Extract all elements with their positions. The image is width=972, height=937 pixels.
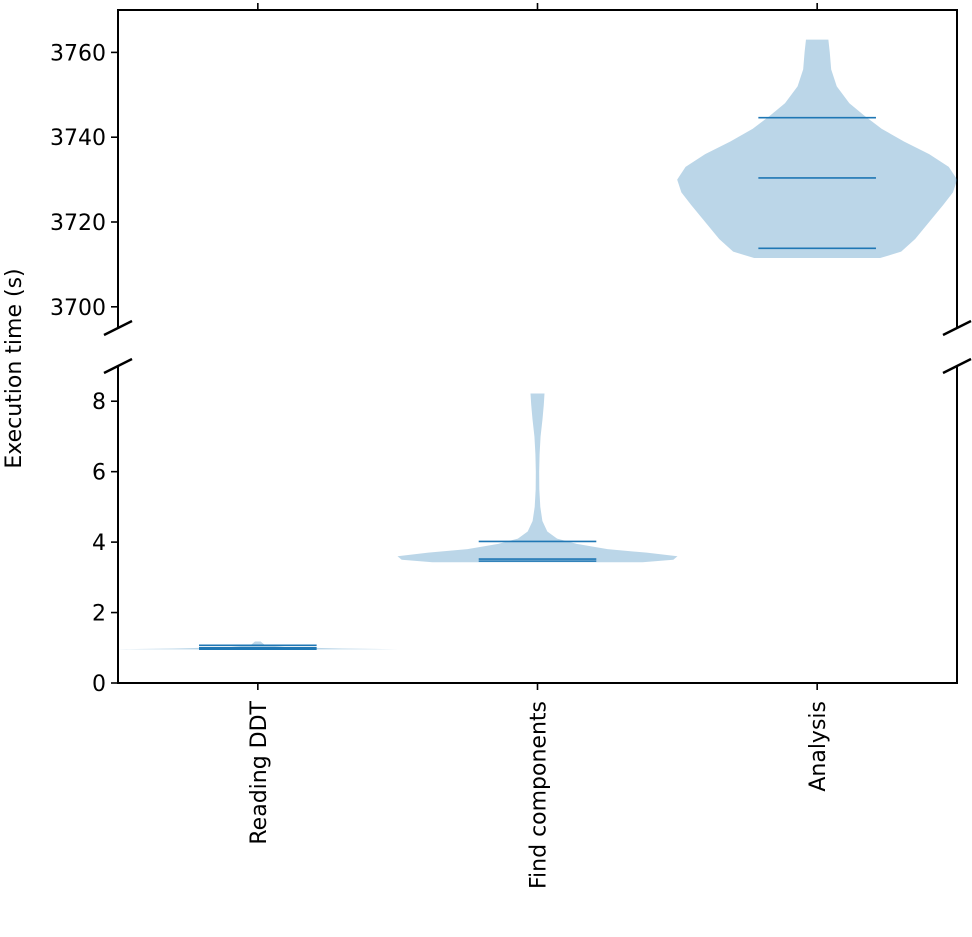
lower-panel: 0 2 4 6 8 [92, 357, 972, 697]
x-tick-label: Reading DDT [247, 700, 272, 844]
y-tick-label: 6 [92, 461, 106, 486]
violin-group [117, 39, 958, 650]
violin-body [677, 39, 958, 259]
x-tick-label: Analysis [806, 701, 831, 792]
x-axis: Reading DDT Find components Analysis [247, 683, 831, 889]
upper-panel: 3700 3720 3740 3760 [50, 3, 972, 337]
y-tick-label: 0 [92, 672, 106, 697]
x-tick-label: Find components [527, 701, 552, 889]
y-tick-label: 3740 [50, 126, 106, 151]
y-tick-label: 3700 [50, 296, 106, 321]
violin-body [397, 393, 678, 563]
axis-break-mark [103, 357, 133, 375]
axis-break-mark [942, 357, 972, 375]
y-tick-label: 8 [92, 390, 106, 415]
y-tick-label: 3720 [50, 211, 106, 236]
axis-break-mark [103, 319, 133, 337]
y-tick-label: 4 [92, 531, 106, 556]
axis-break-mark [942, 319, 972, 337]
y-tick-label: 2 [92, 602, 106, 627]
y-tick-label: 3760 [50, 41, 106, 66]
y-axis-label: Execution time (s) [2, 268, 27, 468]
